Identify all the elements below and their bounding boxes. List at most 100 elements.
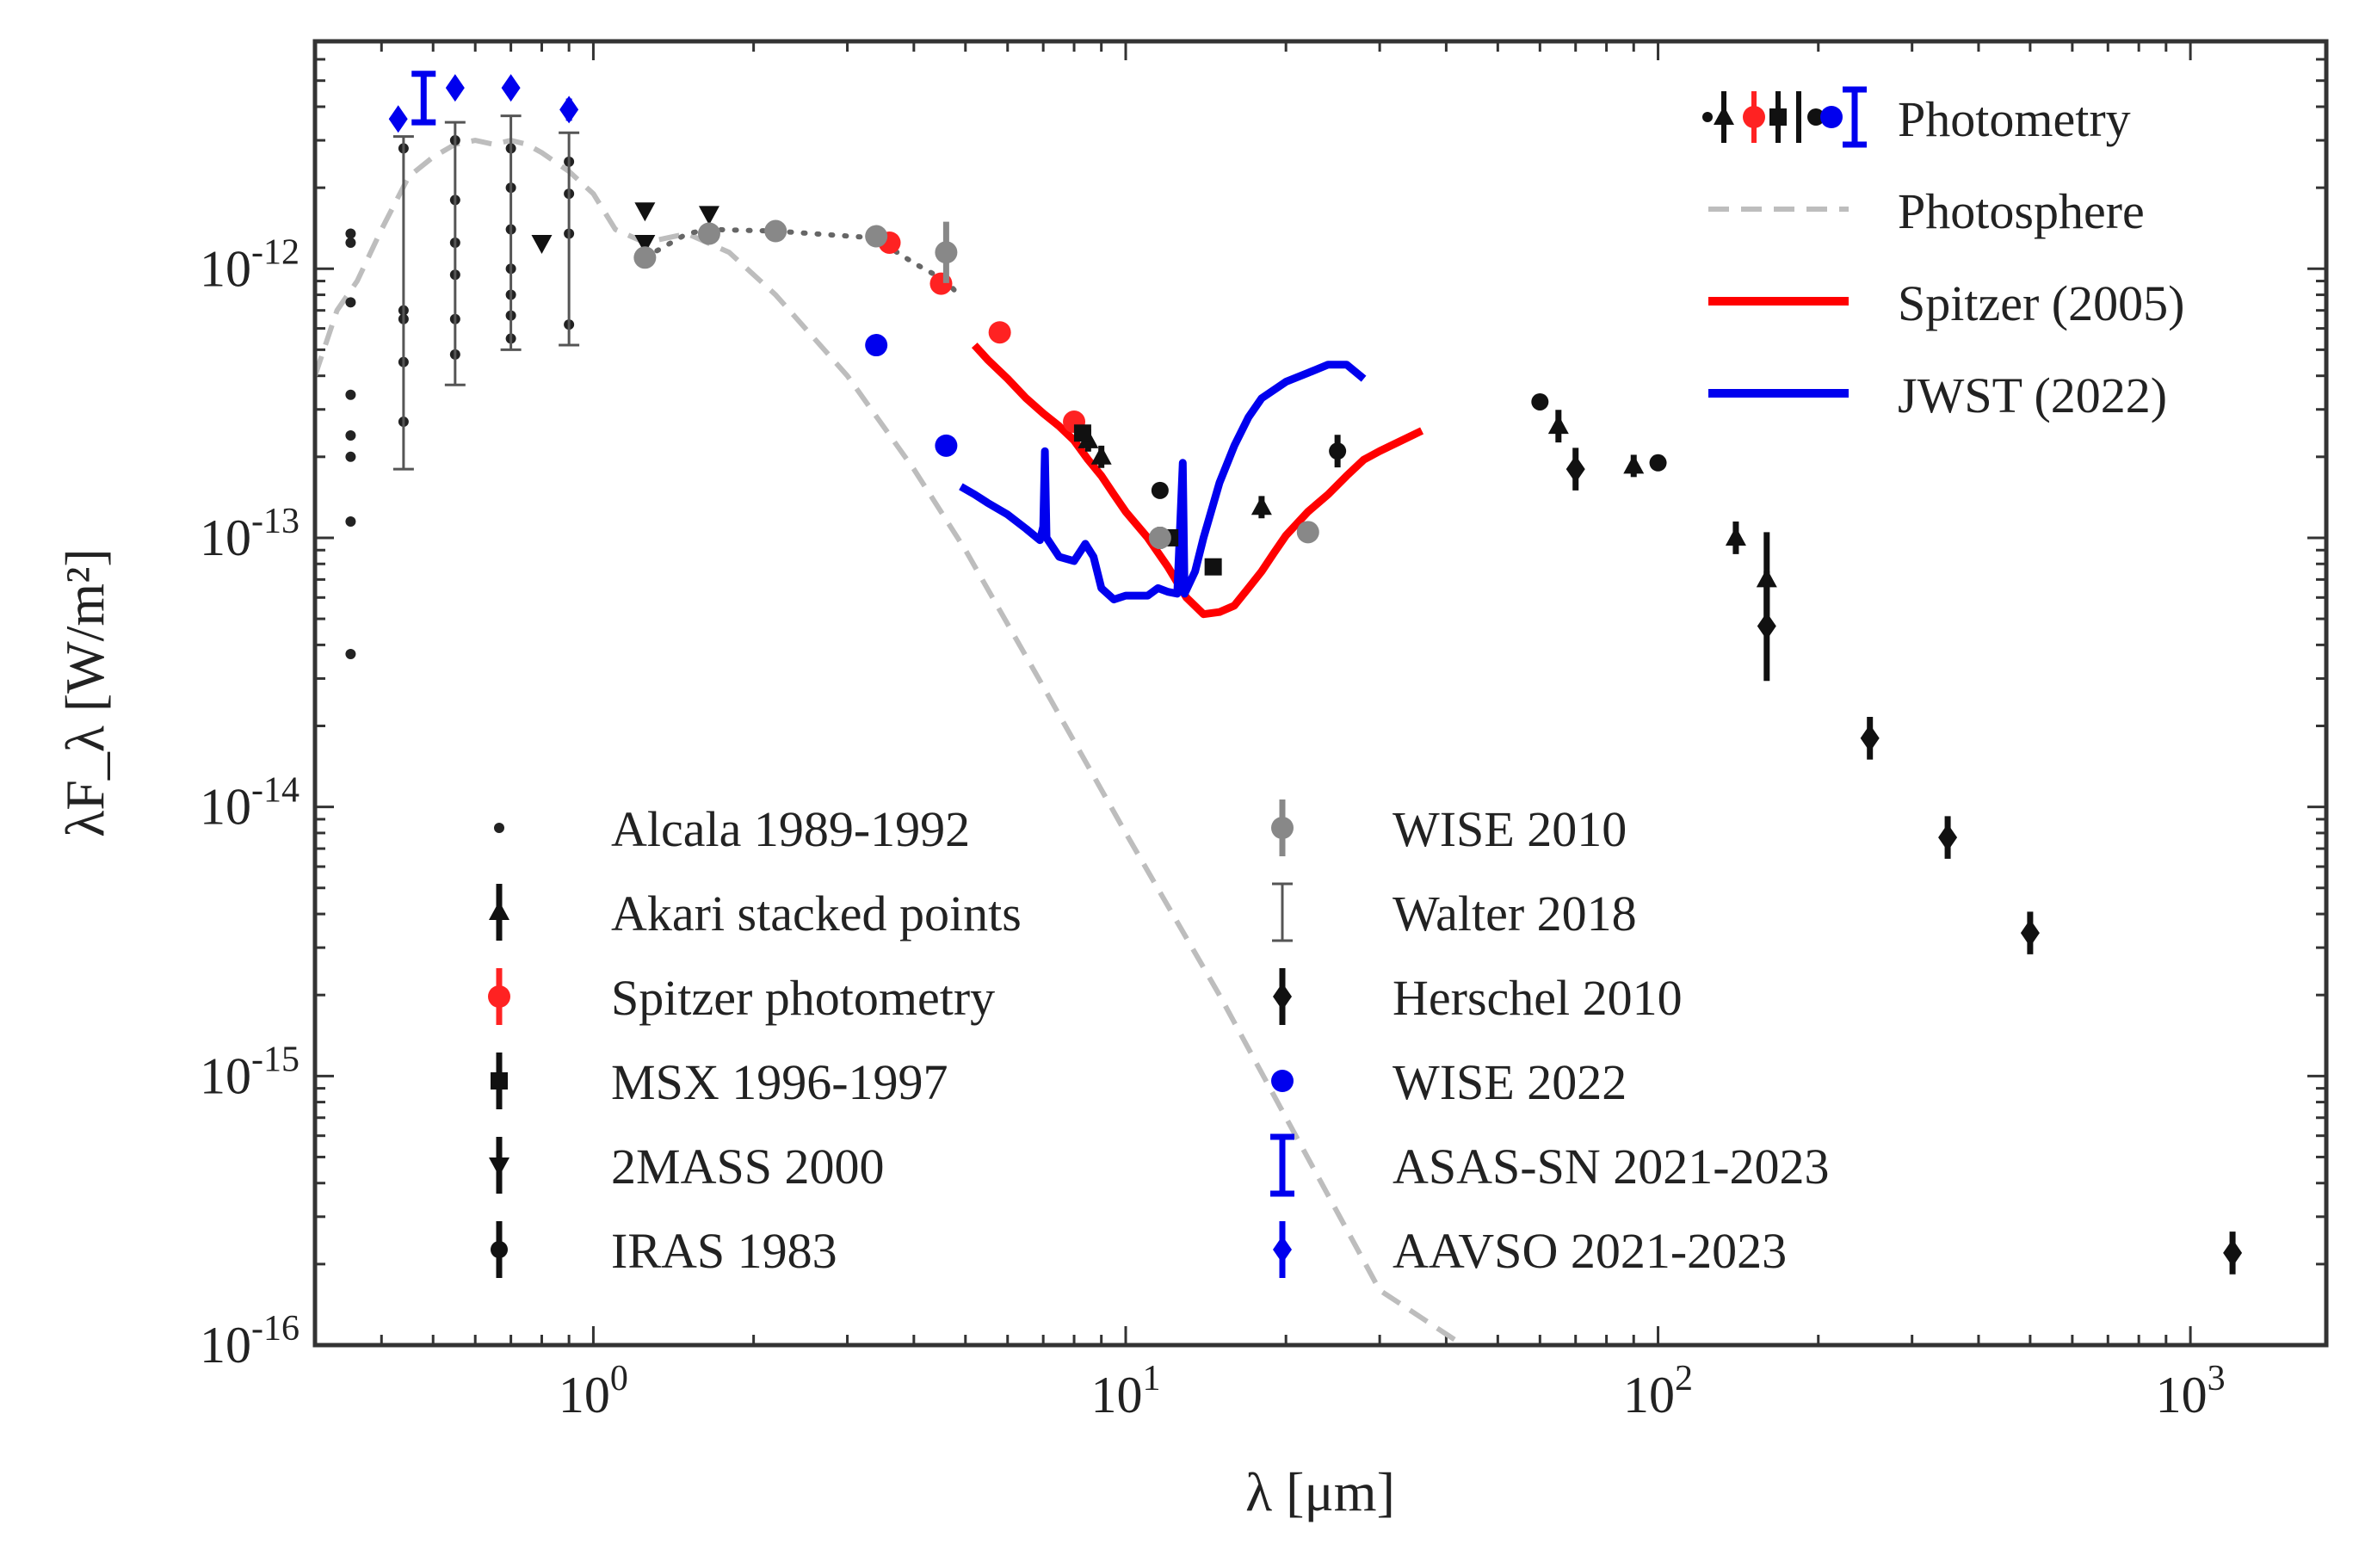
point-iras-1983 <box>1531 392 1549 411</box>
legend-icon <box>1273 1236 1292 1263</box>
y-tick-label: 10-15 <box>200 1040 300 1104</box>
legend-label: Photometry <box>1898 91 2131 147</box>
x-tick-label: 102 <box>1623 1359 1693 1423</box>
point-alcala-1989-1992 <box>345 237 356 248</box>
legend-label: ASAS-SN 2021-2023 <box>1393 1139 1830 1195</box>
y-tick-label: 10-12 <box>200 232 300 297</box>
tick-labels: 100 101 102 103 10-16 10-15 10-14 10-13 10-12 <box>200 232 2226 1423</box>
legend-icon <box>1271 817 1294 839</box>
legend-entry-photometry: Photometry <box>1702 86 2131 148</box>
series-wise-2010 <box>633 219 1319 549</box>
legend-icon <box>491 1241 508 1258</box>
series-wise-2022 <box>865 334 958 457</box>
legend-entry-alcala-1989-1992: Alcala 1989-1992 <box>494 801 970 857</box>
point-alcala-1989-1992 <box>345 515 356 527</box>
point-alcala-1989-1992 <box>345 451 356 462</box>
legend-label: IRAS 1983 <box>611 1223 837 1279</box>
point-alcala-1989-1992 <box>345 297 356 308</box>
point-msx-1996-1997 <box>1204 558 1222 576</box>
point-akari-stacked-points <box>1623 454 1645 474</box>
point-aavso-2021-2023 <box>445 74 465 102</box>
legend-entry-asas-sn-2021-2023: ASAS-SN 2021-2023 <box>1270 1133 1830 1197</box>
point-2mass-2000 <box>698 206 719 225</box>
point-wise-2022 <box>935 434 958 457</box>
legend-entry-wise-2010: WISE 2010 <box>1271 799 1627 857</box>
x-tick-label: 101 <box>1090 1359 1160 1423</box>
legend-entry-wise-2022: WISE 2022 <box>1271 1054 1627 1110</box>
point-wise-2010 <box>1296 521 1319 544</box>
legend-icon <box>489 901 509 920</box>
point-herschel-2010 <box>1938 824 1958 852</box>
x-tick-label: 103 <box>2156 1359 2226 1423</box>
series-2mass-2000 <box>531 202 719 254</box>
series-asas-sn-2021-2023 <box>411 71 436 126</box>
point-iras-1983 <box>1649 454 1667 472</box>
y-axis-label-group: λF_λ [W/m²] <box>54 548 115 836</box>
point-herschel-2010 <box>2223 1238 2243 1267</box>
point-wise-2010 <box>935 241 958 264</box>
legend-icon-msx <box>1769 108 1787 126</box>
sed-photometry <box>345 71 2243 1275</box>
point-wise-2010 <box>633 246 657 269</box>
series-aavso-2021-2023 <box>388 74 579 133</box>
x-axis-label: λ [μm] <box>1245 1461 1395 1522</box>
series-iras-1983 <box>1151 392 1667 499</box>
series-herschel-2010 <box>1565 448 2243 1275</box>
legend-icon <box>1271 1070 1294 1092</box>
legend-label: JWST (2022) <box>1898 367 2167 423</box>
point-akari-stacked-points <box>1547 415 1569 435</box>
point-iras-1983 <box>1151 481 1169 499</box>
legend-icon-wise2022 <box>1820 106 1843 128</box>
point-spitzer-photometry <box>988 321 1011 344</box>
point-aavso-2021-2023 <box>559 96 579 124</box>
legend-icon-akari <box>1714 106 1734 125</box>
legend-label: Walter 2018 <box>1393 886 1637 941</box>
line-jwst-2022 <box>959 361 1367 604</box>
y-tick-label: 10-16 <box>200 1309 300 1374</box>
x-tick-label: 100 <box>559 1359 628 1423</box>
point-akari-stacked-points <box>1725 526 1746 546</box>
point-aavso-2021-2023 <box>388 105 408 133</box>
point-wise-2010 <box>1148 526 1171 549</box>
point-wise-2022 <box>865 334 888 357</box>
point-wise-2010 <box>697 222 720 245</box>
legend-icon <box>489 1157 509 1176</box>
point-alcala-1989-1992 <box>345 389 356 400</box>
legend-icon-iras <box>1807 108 1825 126</box>
point-herschel-2010 <box>2020 919 2040 948</box>
legend-icon-spitzer-phot <box>1743 106 1765 128</box>
legend-label: Herschel 2010 <box>1393 970 1683 1026</box>
legend-label: WISE 2010 <box>1393 801 1627 857</box>
legend-label: AAVSO 2021-2023 <box>1393 1223 1787 1279</box>
legend-icon <box>1273 983 1292 1010</box>
legend-entry-herschel-2010: Herschel 2010 <box>1273 968 1683 1026</box>
point-herschel-2010 <box>1860 724 1880 752</box>
point-alcala-1989-1992 <box>345 430 356 441</box>
point-msx-1996-1997 <box>1073 424 1091 442</box>
legend-label: Spitzer (2005) <box>1898 275 2184 331</box>
point-wise-2010 <box>764 219 787 243</box>
point-2mass-2000 <box>634 202 656 222</box>
point-herschel-2010 <box>1565 455 1585 484</box>
point-herschel-2010 <box>1757 612 1776 640</box>
legend-label: 2MASS 2000 <box>611 1139 884 1195</box>
point-iras-1983 <box>1329 442 1347 460</box>
legend-entry-walter-2018: Walter 2018 <box>1272 882 1637 942</box>
line-photosphere <box>315 138 1465 1345</box>
legend-label: Spitzer photometry <box>611 970 995 1026</box>
y-tick-label: 10-13 <box>200 502 300 566</box>
point-akari-stacked-points <box>1090 445 1112 465</box>
legend-label: Alcala 1989-1992 <box>611 801 970 857</box>
line-spitzer-2005 <box>971 343 1424 619</box>
legend-icon <box>491 1072 508 1090</box>
legend-entry-spitzer-photometry: Spitzer photometry <box>488 968 995 1026</box>
legend-entry-spitzer-2005: Spitzer (2005) <box>1708 275 2184 331</box>
lower-legend: Alcala 1989-1992 Akari stacked points Spit… <box>488 799 1830 1279</box>
y-axis-label: λF_λ [W/m²] <box>54 548 115 836</box>
legend-entry-jwst-2022: JWST (2022) <box>1708 367 2167 423</box>
upper-legend: Photometry Photosphere Spitzer (2005) JWST … <box>1702 86 2184 423</box>
legend-entry-aavso-2021-2023: AAVSO 2021-2023 <box>1273 1221 1787 1279</box>
legend-entry-msx-1996-1997: MSX 1996-1997 <box>491 1053 948 1110</box>
point-wise-2010 <box>865 225 888 248</box>
